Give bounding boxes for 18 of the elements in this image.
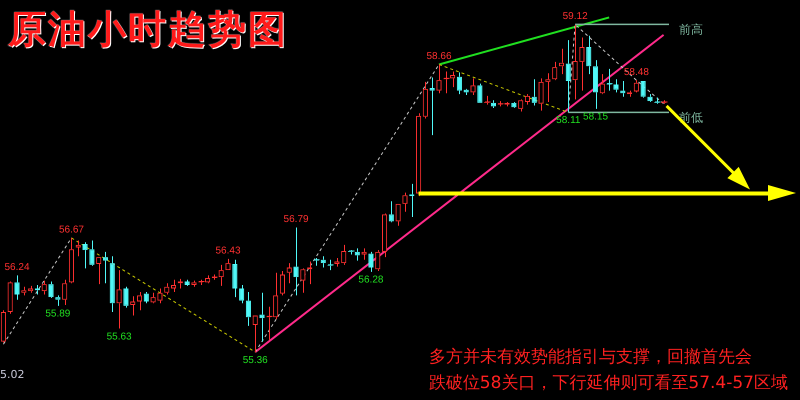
annotation: 56.24 bbox=[4, 262, 30, 274]
annotation: 58.48 bbox=[624, 66, 650, 78]
chart-title: 原油小时趋势图 bbox=[8, 5, 288, 53]
annotation: 58.11 bbox=[556, 115, 581, 126]
annotation: 56.43 bbox=[215, 246, 241, 257]
annotation: 59.12 bbox=[562, 11, 588, 22]
annotation: 56.79 bbox=[284, 214, 310, 226]
annotation: 58.15 bbox=[583, 112, 608, 123]
annotation: 58.66 bbox=[426, 51, 452, 62]
annotation: 多方并未有效势能指引与支撑，回撤首先会 bbox=[428, 346, 753, 369]
annotation: 5.02 bbox=[0, 368, 24, 381]
ref-line-label: 前高 bbox=[679, 22, 703, 37]
annotation: 55.89 bbox=[45, 308, 71, 320]
annotation: 55.63 bbox=[106, 331, 132, 342]
annotation: 跌破位58关口，下行延伸则可看至57.4-57区域 bbox=[428, 372, 788, 395]
annotation: 56.28 bbox=[358, 274, 384, 286]
annotation: 56.67 bbox=[58, 224, 84, 236]
annotation: 55.36 bbox=[242, 354, 268, 366]
